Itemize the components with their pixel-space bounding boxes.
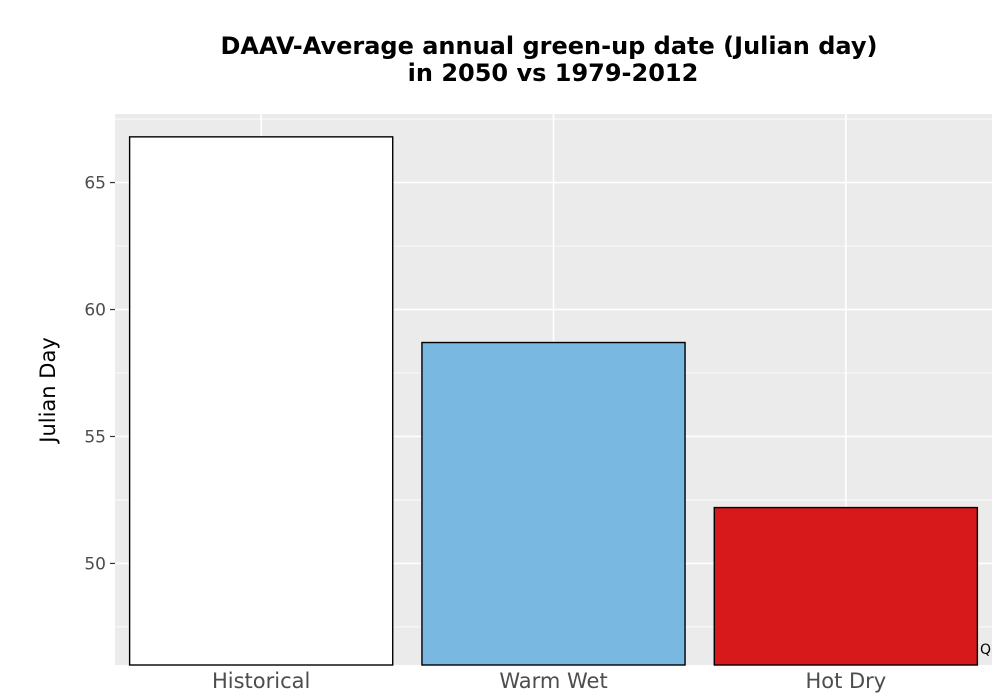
x-tick-label: Warm Wet	[499, 669, 607, 693]
bar-hot-dry	[713, 506, 979, 666]
x-tick-label: Hot Dry	[805, 669, 886, 693]
y-axis: 50 55 60 65	[84, 174, 115, 574]
corner-mark: Q	[980, 642, 991, 658]
y-tick-label: 55	[84, 427, 106, 447]
bar-historical	[128, 136, 394, 666]
chart-title-line-2: in 2050 vs 1979-2012	[408, 59, 699, 87]
y-axis-title: Julian Day	[36, 337, 60, 445]
bar-warm-wet	[421, 341, 686, 666]
x-axis: Historical Warm Wet Hot Dry	[212, 669, 886, 693]
y-tick-label: 60	[84, 301, 106, 321]
y-tick-label: 65	[84, 174, 106, 194]
bars	[128, 136, 979, 666]
x-tick-label: Historical	[212, 669, 310, 693]
y-tick-label: 50	[84, 554, 106, 574]
chart-title-line-1: DAAV-Average annual green-up date (Julia…	[221, 32, 878, 60]
